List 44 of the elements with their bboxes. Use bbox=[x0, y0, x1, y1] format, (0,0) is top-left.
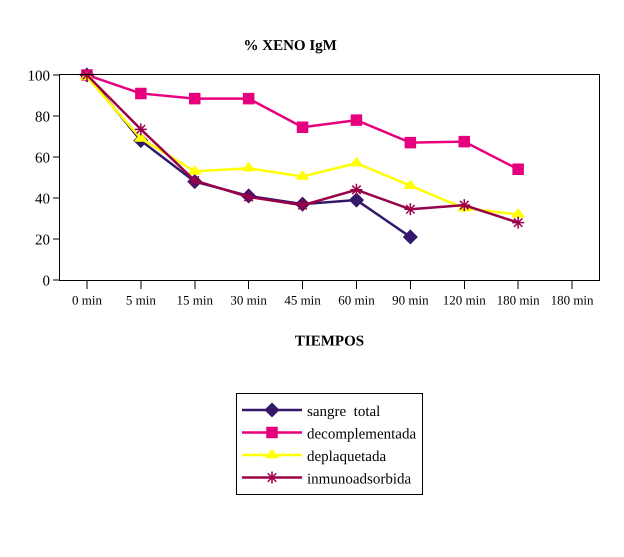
x-tick-label: 30 min bbox=[230, 292, 268, 308]
point bbox=[404, 202, 418, 216]
point bbox=[403, 230, 418, 244]
point bbox=[135, 88, 147, 100]
chart-title: % XENO IgM bbox=[243, 38, 337, 54]
y-tick-label: 20 bbox=[35, 232, 50, 248]
x-tick-label: 5 min bbox=[126, 292, 156, 308]
x-tick-label: 120 min bbox=[442, 292, 486, 308]
y-tick-label: 100 bbox=[28, 68, 50, 84]
point bbox=[242, 162, 256, 172]
point bbox=[349, 192, 364, 208]
y-tick-label: 80 bbox=[35, 109, 50, 126]
point bbox=[350, 183, 364, 197]
x-tick-label: 0 min bbox=[72, 292, 102, 308]
point bbox=[512, 164, 524, 176]
x-tick-label: 60 min bbox=[338, 292, 376, 308]
x-axis-title: TIEMPOS bbox=[294, 334, 364, 350]
point bbox=[296, 122, 308, 134]
point bbox=[189, 92, 200, 104]
point bbox=[404, 180, 417, 189]
point bbox=[404, 136, 416, 148]
point bbox=[350, 114, 362, 126]
point bbox=[296, 170, 310, 180]
y-tick-label: 40 bbox=[35, 191, 50, 208]
point bbox=[511, 216, 525, 230]
x-tick-label: 90 min bbox=[392, 292, 430, 308]
y-tick-label: 60 bbox=[35, 150, 50, 166]
x-tick-label: 180 min bbox=[550, 292, 594, 308]
point bbox=[458, 136, 470, 148]
point bbox=[242, 92, 254, 104]
point bbox=[134, 122, 148, 136]
x-tick-label: 45 min bbox=[284, 292, 322, 308]
point bbox=[458, 198, 471, 212]
point bbox=[188, 166, 202, 175]
y-tick-label: 0 bbox=[42, 273, 50, 290]
legend-label: deplaquetada bbox=[307, 448, 386, 465]
legend-label: inmunoadsorbida bbox=[307, 471, 412, 488]
point bbox=[134, 132, 148, 142]
point bbox=[350, 157, 363, 166]
legend-label: decomplementada bbox=[307, 426, 416, 442]
legend-label: sangre total bbox=[307, 404, 380, 420]
point bbox=[512, 208, 525, 218]
x-tick-label: 15 min bbox=[176, 292, 214, 308]
x-tick-label: 180 min bbox=[496, 292, 540, 308]
